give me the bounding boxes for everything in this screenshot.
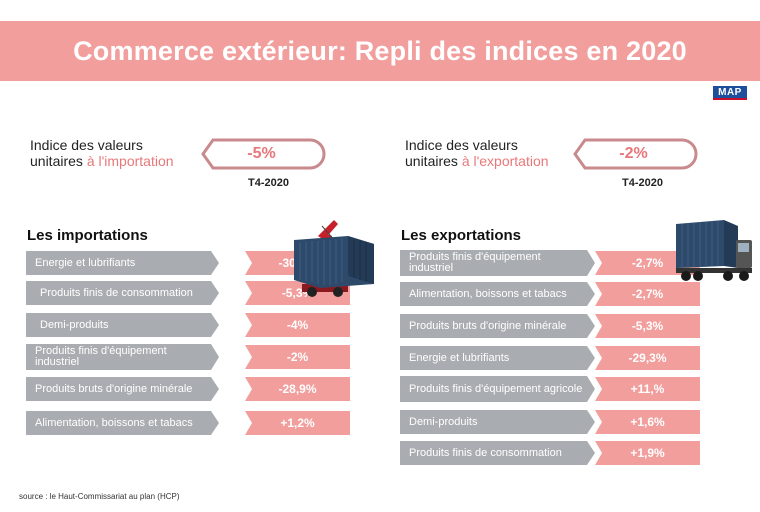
container-truck-icon: [676, 220, 752, 281]
import-index-period: T4-2020: [248, 177, 289, 189]
import-row-value: -2%: [245, 345, 350, 369]
export-row-value: -29,3%: [595, 346, 700, 370]
source-note: source : le Haut-Commissariat au plan (H…: [19, 492, 180, 501]
import-row-label: Energie et lubrifiants: [26, 251, 219, 275]
page-title: Commerce extérieur: Repli des indices en…: [73, 35, 687, 66]
export-row-value: -5,3%: [595, 314, 700, 338]
export-index-label: Indice des valeurs unitaires à l'exporta…: [405, 137, 549, 169]
export-row-label: Produits bruts d'origine minérale: [400, 314, 595, 338]
import-pill-shape: [201, 138, 326, 170]
import-row-label: Demi-produits: [26, 313, 219, 337]
import-row-label: Produits bruts d'origine minérale: [26, 377, 219, 401]
import-index-label: Indice des valeurs unitaires à l'importa…: [30, 137, 174, 169]
export-index-label-line2: unitaires à l'exportation: [405, 153, 549, 169]
export-row-label: Energie et lubrifiants: [400, 346, 595, 370]
export-index-label-highlight: à l'exportation: [461, 153, 549, 169]
import-row-value: -4%: [245, 313, 350, 337]
export-row-label: Produits finis d'équipement industriel: [400, 250, 595, 276]
exports-title: Les exportations: [401, 227, 522, 244]
import-index-label-highlight: à l'importation: [86, 153, 174, 169]
import-index-label-line1: Indice des valeurs: [30, 137, 143, 153]
export-pill-shape: [573, 138, 698, 170]
export-index-value: -2%: [619, 145, 648, 162]
title-banner: Commerce extérieur: Repli des indices en…: [0, 21, 760, 81]
import-row-label: Produits finis d'équipement industriel: [26, 344, 219, 370]
export-row-value: +11,%: [595, 377, 700, 401]
import-row-value: +1,2%: [245, 411, 350, 435]
map-logo: MAP: [713, 86, 747, 100]
export-row-label: Produits finis de consommation: [400, 441, 595, 465]
import-row-label: Produits finis de consommation: [26, 281, 219, 305]
import-row-label: Alimentation, boissons et tabacs: [26, 411, 219, 435]
import-index-value: -5%: [247, 145, 276, 162]
imports-title: Les importations: [27, 227, 148, 244]
export-index-period: T4-2020: [622, 177, 663, 189]
export-row-label: Produits finis d'équipement agricole: [400, 376, 595, 402]
import-row-value: -28,9%: [245, 377, 350, 401]
export-row-value: -2,7%: [595, 282, 700, 306]
export-index-label-prefix: unitaires: [405, 153, 462, 169]
export-row-label: Demi-produits: [400, 410, 595, 434]
import-index-pill: -5%: [197, 136, 326, 172]
export-row-label: Alimentation, boissons et tabacs: [400, 282, 595, 306]
import-index-label-line2: unitaires à l'importation: [30, 153, 174, 169]
export-index-label-line1: Indice des valeurs: [405, 137, 518, 153]
export-row-value: +1,6%: [595, 410, 700, 434]
export-index-pill: -2%: [569, 136, 698, 172]
export-row-value: +1,9%: [595, 441, 700, 465]
import-index-label-prefix: unitaires: [30, 153, 87, 169]
crane-container-icon: [294, 220, 374, 297]
